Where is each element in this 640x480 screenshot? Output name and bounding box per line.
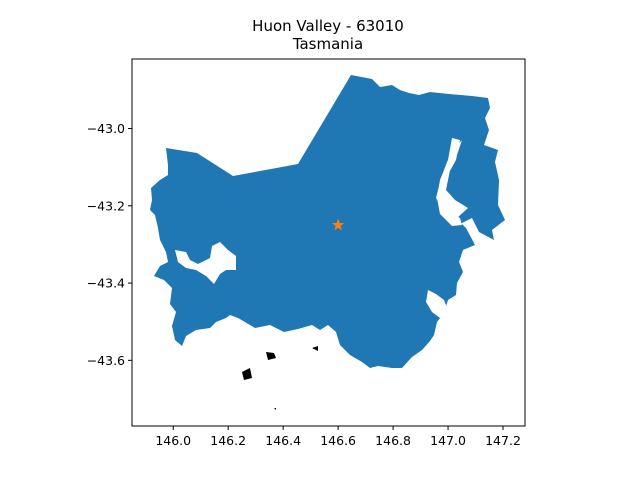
star-icon <box>331 218 345 231</box>
water-bay <box>175 242 236 284</box>
island <box>274 408 276 410</box>
x-axis: 146.0 146.2 146.4 146.6 146.8 147.0 147.2 <box>155 426 521 448</box>
y-axis: −43.0 −43.2 −43.4 −43.6 <box>87 121 132 368</box>
map-plot-area <box>150 75 505 410</box>
x-tick-label: 146.8 <box>375 433 411 448</box>
y-tick-label: −43.4 <box>87 276 125 291</box>
island <box>242 368 252 380</box>
map-title: Huon Valley - 63010 <box>252 17 404 35</box>
x-tick-label: 146.6 <box>320 433 356 448</box>
y-tick-label: −43.2 <box>87 198 125 213</box>
x-tick-label: 146.2 <box>210 433 246 448</box>
water-bay <box>437 138 462 226</box>
y-tick-label: −43.0 <box>87 121 125 136</box>
island <box>312 346 318 351</box>
x-tick-label: 147.2 <box>485 433 521 448</box>
water-bay <box>426 290 448 318</box>
island <box>266 352 276 360</box>
axes-frame <box>131 58 526 427</box>
x-tick-label: 147.0 <box>430 433 466 448</box>
region-shape <box>150 75 505 368</box>
x-tick-label: 146.4 <box>265 433 301 448</box>
x-tick-label: 146.0 <box>155 433 191 448</box>
y-tick-label: −43.6 <box>87 353 125 368</box>
map-subtitle: Tasmania <box>292 35 363 53</box>
